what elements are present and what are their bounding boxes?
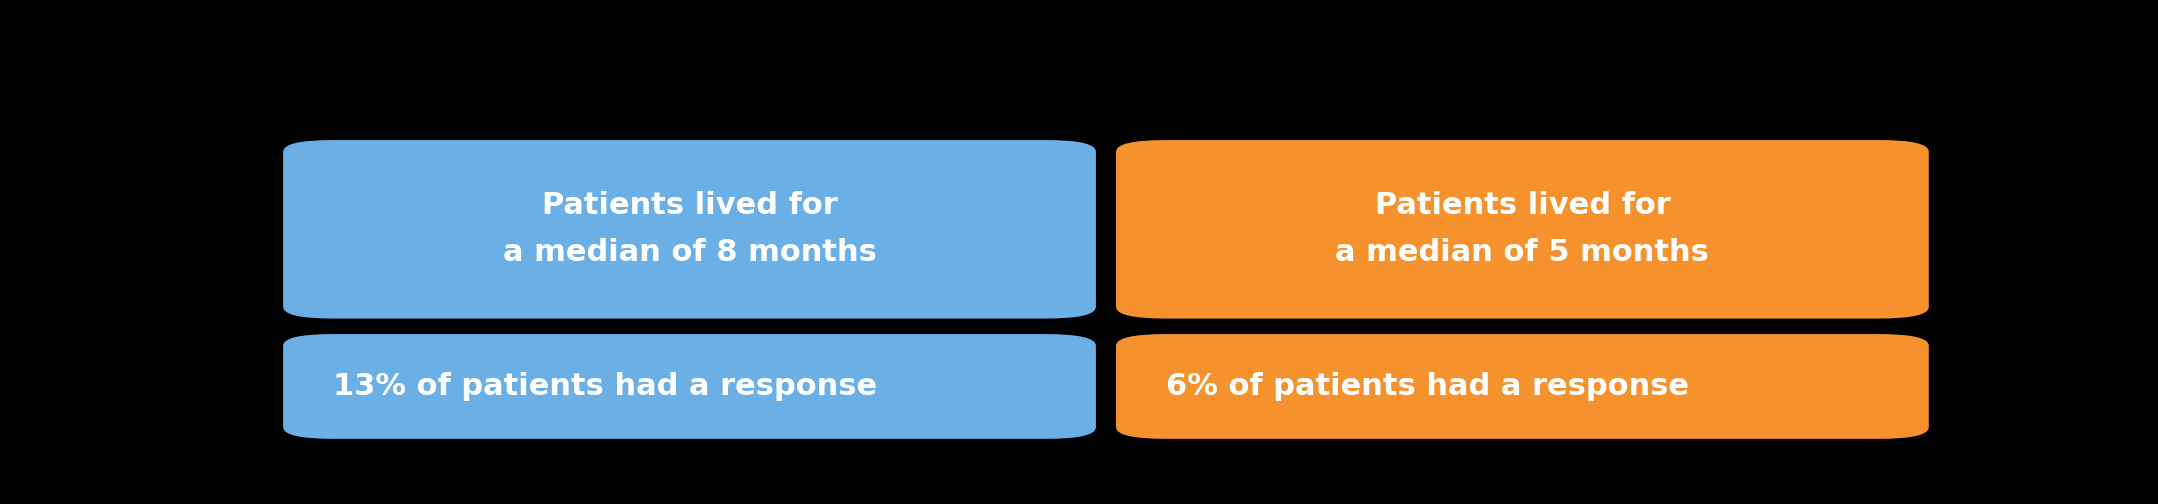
Text: 6% of patients had a response: 6% of patients had a response [1165, 372, 1690, 401]
Text: Patients lived for
a median of 8 months: Patients lived for a median of 8 months [503, 191, 876, 268]
FancyBboxPatch shape [283, 140, 1096, 319]
Text: Patients lived for
a median of 5 months: Patients lived for a median of 5 months [1336, 191, 1709, 268]
FancyBboxPatch shape [283, 334, 1096, 439]
FancyBboxPatch shape [1116, 334, 1929, 439]
Text: 13% of patients had a response: 13% of patients had a response [332, 372, 878, 401]
FancyBboxPatch shape [1116, 140, 1929, 319]
